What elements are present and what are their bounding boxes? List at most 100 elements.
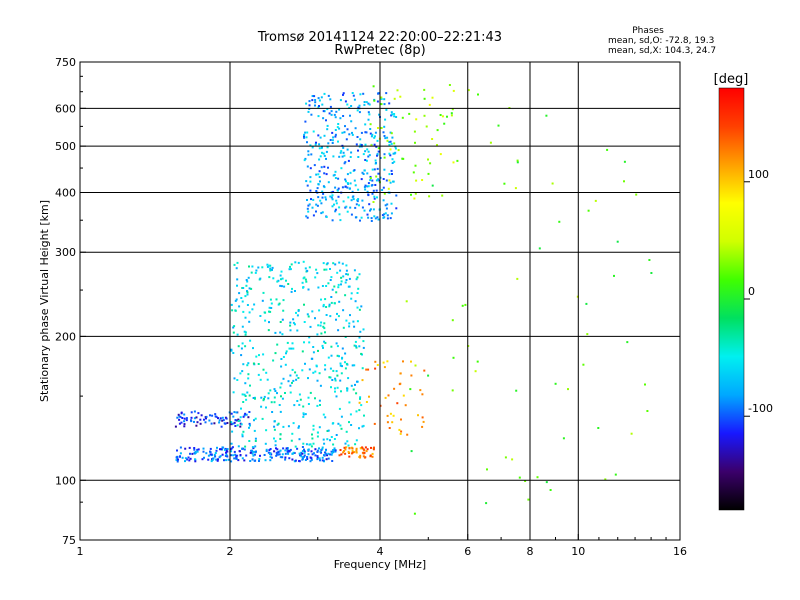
data-point	[309, 325, 312, 328]
data-point	[176, 449, 178, 452]
data-point	[285, 447, 288, 450]
data-point	[176, 460, 179, 463]
data-point	[329, 98, 332, 101]
data-point	[209, 453, 212, 456]
data-point	[329, 439, 331, 442]
data-point	[275, 298, 278, 301]
data-point	[176, 416, 179, 419]
data-point	[369, 123, 372, 126]
data-point	[303, 450, 306, 453]
data-point	[199, 418, 202, 421]
data-point	[361, 206, 364, 209]
data-point	[319, 404, 321, 406]
data-point	[317, 115, 320, 118]
data-point	[410, 374, 413, 377]
data-point	[538, 247, 541, 250]
data-point	[306, 456, 309, 459]
data-point	[316, 204, 319, 207]
data-point	[212, 457, 215, 460]
data-point	[345, 319, 348, 322]
data-point	[303, 276, 306, 279]
data-point	[399, 432, 402, 435]
data-point	[367, 111, 370, 114]
data-point	[177, 413, 180, 416]
data-point	[364, 123, 367, 126]
data-point	[244, 445, 247, 448]
data-point	[278, 453, 281, 456]
data-point	[362, 424, 365, 427]
data-point	[231, 430, 234, 433]
data-point	[334, 135, 337, 138]
data-point	[272, 359, 275, 362]
data-point	[249, 451, 252, 454]
data-point	[324, 451, 326, 454]
legend-line-o: mean, sd,O: -72.8, 19.3	[608, 36, 714, 46]
data-point	[362, 340, 365, 343]
data-point	[240, 354, 243, 357]
data-point	[345, 446, 348, 449]
data-point	[248, 411, 251, 413]
data-point	[372, 201, 375, 203]
data-point	[249, 460, 252, 462]
data-point	[330, 110, 333, 113]
data-point	[395, 194, 398, 197]
data-point	[316, 404, 319, 407]
data-point	[323, 134, 326, 137]
data-point	[451, 389, 454, 392]
data-point	[194, 460, 197, 463]
data-point	[364, 150, 367, 153]
data-point	[393, 142, 396, 145]
data-point	[233, 325, 236, 328]
data-point	[276, 423, 279, 426]
data-point	[379, 157, 382, 159]
data-point	[333, 302, 336, 305]
data-point	[306, 165, 309, 168]
data-point	[290, 347, 293, 350]
data-point	[365, 368, 368, 371]
data-point	[196, 448, 199, 451]
data-point	[195, 416, 198, 419]
data-point	[220, 448, 223, 451]
data-point	[392, 152, 395, 155]
data-point	[389, 131, 392, 134]
data-point	[323, 340, 326, 343]
data-point	[414, 141, 416, 144]
data-point	[269, 298, 272, 301]
data-point	[383, 135, 386, 137]
data-point	[393, 113, 396, 115]
data-point	[197, 412, 200, 415]
data-point	[308, 443, 311, 446]
data-point	[296, 314, 299, 317]
data-point	[327, 429, 330, 432]
data-point	[323, 442, 326, 445]
x-tick-label: 2	[227, 545, 234, 558]
data-point	[295, 374, 298, 377]
data-point	[332, 262, 335, 265]
data-point	[248, 426, 250, 429]
data-point	[356, 292, 359, 294]
data-point	[330, 301, 333, 304]
data-point	[270, 307, 273, 309]
data-point	[349, 182, 352, 185]
data-point	[339, 269, 342, 272]
data-point	[386, 203, 389, 206]
data-point	[372, 189, 375, 192]
data-point	[347, 196, 350, 199]
data-point	[354, 127, 357, 130]
data-point	[342, 326, 345, 329]
data-point	[219, 455, 222, 458]
data-point	[356, 276, 359, 279]
data-point	[214, 452, 217, 454]
data-point	[389, 140, 392, 143]
data-point	[247, 416, 250, 419]
data-point	[334, 377, 337, 380]
data-point	[369, 454, 372, 457]
data-point	[372, 208, 375, 211]
data-point	[302, 412, 305, 415]
data-point	[313, 452, 315, 455]
data-point	[303, 455, 305, 458]
data-point	[511, 458, 514, 461]
data-point	[353, 98, 356, 101]
data-point	[341, 356, 344, 359]
data-point	[646, 410, 649, 412]
